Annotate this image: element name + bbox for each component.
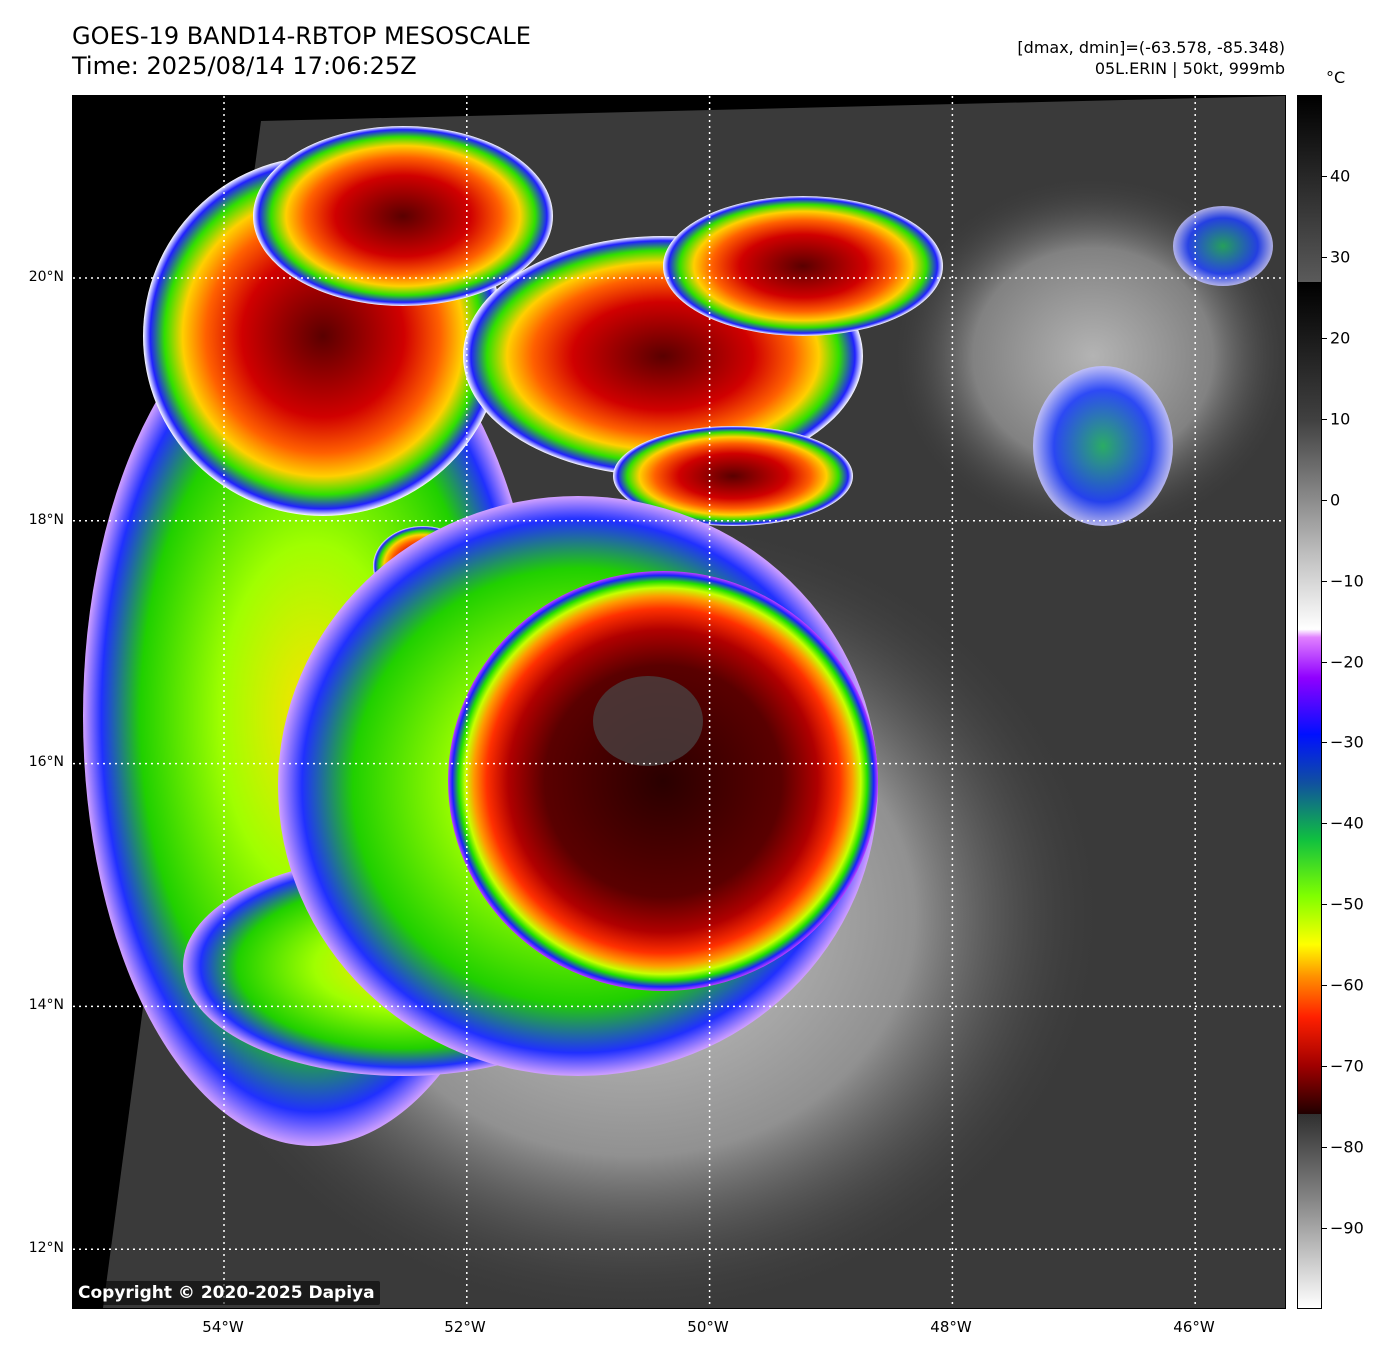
colorbar-tick [1322,337,1327,339]
colorbar-tick-label: −90 [1330,1218,1364,1238]
lon-label-52W: 52°W [444,1318,486,1336]
colorbar-tick-label: −40 [1330,813,1364,833]
central-dense-overcast [448,571,878,991]
colorbar-tick-label: −80 [1330,1137,1364,1157]
colorbar-tick-label: −20 [1330,652,1364,672]
colorbar-tick-label: −30 [1330,732,1364,752]
colorbar-tick [1322,823,1327,825]
colorbar-tick [1322,256,1327,258]
colorbar-tick [1322,499,1327,501]
copyright-text: Copyright © 2020-2025 Dapiya [73,1281,380,1305]
lon-label-46W: 46°W [1173,1318,1215,1336]
satellite-imagery [73,96,1285,1308]
figure-title: GOES-19 BAND14-RBTOP MESOSCALE [72,22,531,50]
colorbar-tick [1322,418,1327,420]
colorbar-tick-label: −70 [1330,1056,1364,1076]
colorbar-tick-label: 0 [1330,490,1341,510]
lon-label-48W: 48°W [930,1318,972,1336]
dmax-dmin-info: [dmax, dmin]=(-63.578, -85.348) [1017,38,1285,57]
satellite-map [72,95,1286,1309]
colorbar-tick-label: 40 [1330,166,1351,186]
colorbar-tick [1322,661,1327,663]
lat-label-12N: 12°N [28,1240,64,1256]
colorbar-tick-label: 30 [1330,247,1351,267]
storm-info: 05L.ERIN | 50kt, 999mb [1094,59,1285,78]
graticule [73,96,1285,1308]
colorbar-unit: °C [1326,68,1346,87]
colorbar-tick [1322,1228,1327,1230]
lat-label-20N: 20°N [28,269,64,285]
temperature-colorbar [1297,95,1322,1309]
colorbar-tick [1322,175,1327,177]
colorbar-tick-label: −10 [1330,571,1364,591]
colorbar-tick [1322,1066,1327,1068]
lon-label-50W: 50°W [687,1318,729,1336]
colorbar-tick-label: 10 [1330,409,1351,429]
colorbar-tick-label: 20 [1330,328,1351,348]
colorbar-tick [1322,1147,1327,1149]
lat-label-18N: 18°N [28,512,64,528]
figure-time: Time: 2025/08/14 17:06:25Z [72,52,417,80]
colorbar-tick [1322,904,1327,906]
lat-label-14N: 14°N [28,997,64,1013]
colorbar-tick-label: −60 [1330,975,1364,995]
lat-label-16N: 16°N [28,754,64,770]
warm-spot [593,676,703,766]
colorbar-tick [1322,985,1327,987]
colorbar-tick [1322,580,1327,582]
colorbar-tick-label: −50 [1330,894,1364,914]
colorbar-tick [1322,742,1327,744]
lon-label-54W: 54°W [202,1318,244,1336]
